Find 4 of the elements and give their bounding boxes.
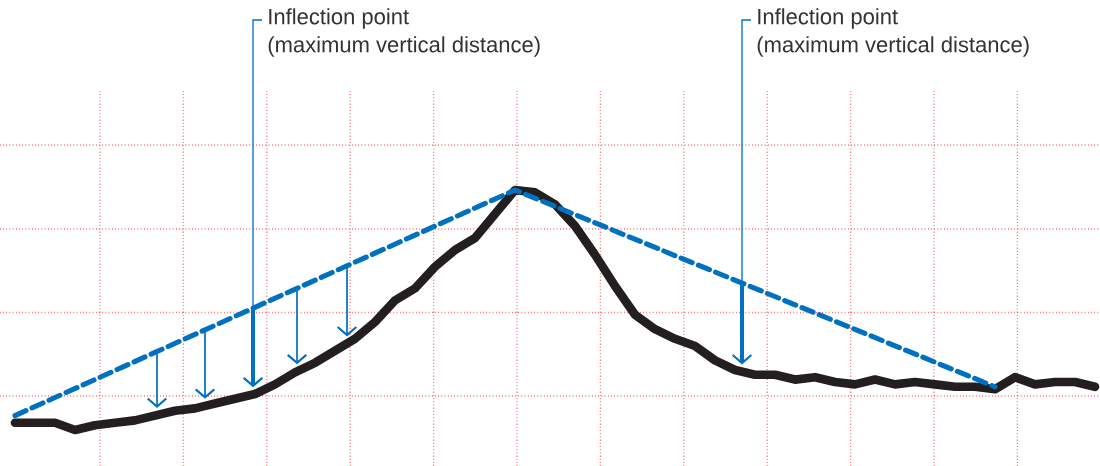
text: (maximum vertical distance) bbox=[757, 36, 1029, 57]
text: (maximum vertical distance) bbox=[268, 36, 540, 57]
text: Inflection point bbox=[269, 8, 409, 29]
text: Inflection point bbox=[758, 8, 898, 29]
